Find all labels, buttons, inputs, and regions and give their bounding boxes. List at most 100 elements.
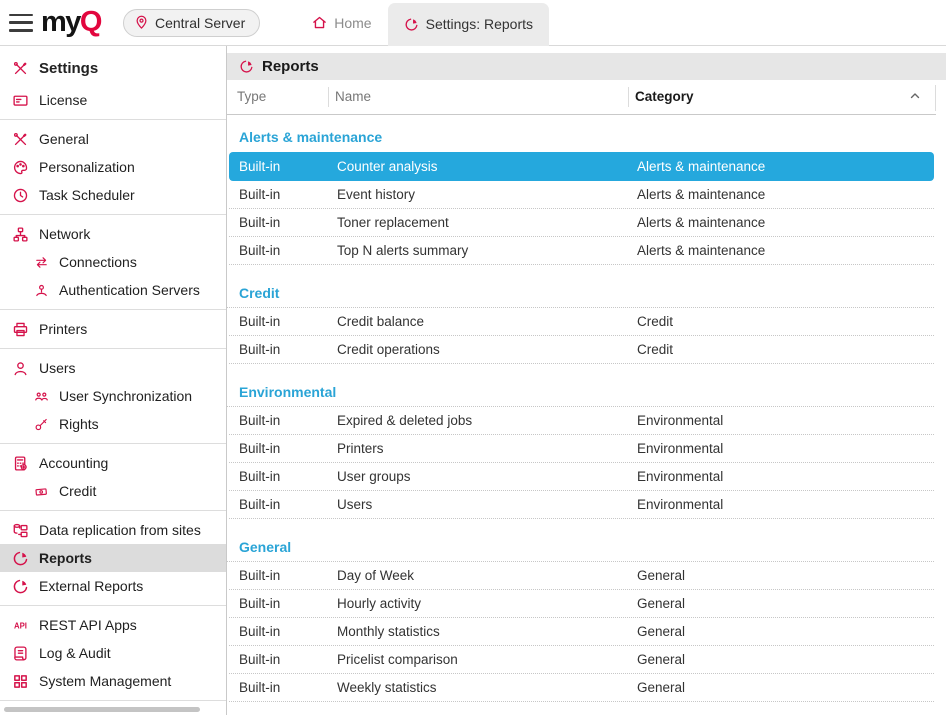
report-row-top-n-alerts-summary[interactable]: Built-in Top N alerts summary Alerts & mai… xyxy=(229,237,934,265)
sidebar-item-label: System Management xyxy=(39,673,172,689)
sidebar-item-connections[interactable]: Connections xyxy=(0,248,226,276)
report-row-user-groups[interactable]: Built-in User groups Environmental xyxy=(229,463,934,491)
sidebar-item-system-management[interactable]: System Management xyxy=(0,667,226,695)
report-row-users[interactable]: Built-in Users Environmental xyxy=(229,491,934,519)
key-icon xyxy=(34,417,49,432)
myq-logo: myQ xyxy=(41,6,102,38)
report-row-printers[interactable]: Built-in Printers Environmental xyxy=(229,435,934,463)
column-header-category[interactable]: Category xyxy=(628,87,936,107)
report-group-credit: Credit Built-in Credit balance Credit Built-… xyxy=(227,285,946,364)
sidebar-item-credit[interactable]: Credit xyxy=(0,477,226,505)
sidebar-item-external-reports[interactable]: External Reports xyxy=(0,572,226,600)
central-server-button[interactable]: Central Server xyxy=(122,8,261,37)
pie-chart-icon xyxy=(239,59,254,74)
report-group-header: Environmental xyxy=(227,384,934,407)
column-header-type[interactable]: Type xyxy=(237,89,267,104)
api-icon: API xyxy=(12,617,29,634)
cell-name: Expired & deleted jobs xyxy=(337,413,473,428)
sidebar-item-label: User Synchronization xyxy=(59,388,193,404)
tab-settings-reports-label: Settings: Reports xyxy=(425,16,533,32)
calculator-icon xyxy=(12,455,29,472)
sidebar-item-printers[interactable]: Printers xyxy=(0,315,226,343)
page-title-band: Reports xyxy=(227,53,946,80)
sidebar-item-rest-api-apps[interactable]: API REST API Apps xyxy=(0,611,226,639)
table-header: Type Name Category xyxy=(227,80,936,115)
report-group-header: Credit xyxy=(227,285,934,308)
cell-type: Built-in xyxy=(239,314,281,329)
cell-type: Built-in xyxy=(239,652,281,667)
sidebar-item-accounting[interactable]: Accounting xyxy=(0,449,226,477)
location-pin-icon xyxy=(134,15,149,30)
cell-category: General xyxy=(637,680,686,695)
cell-name: Pricelist comparison xyxy=(337,652,458,667)
report-row-credit-operations[interactable]: Built-in Credit operations Credit xyxy=(229,336,934,364)
cell-category: Environmental xyxy=(637,441,724,456)
tab-home[interactable]: Home xyxy=(296,0,387,46)
report-group-header: Alerts & maintenance xyxy=(239,129,383,145)
sidebar-item-authentication-servers[interactable]: Authentication Servers xyxy=(0,276,226,304)
report-row-toner-replacement[interactable]: Built-in Toner replacement Alerts & mainte… xyxy=(229,209,934,237)
sidebar-divider xyxy=(0,443,226,444)
report-row-credit-balance[interactable]: Built-in Credit balance Credit xyxy=(229,308,934,336)
top-bar: myQ Central Server Home Settings: Report… xyxy=(0,0,946,46)
sidebar-item-license[interactable]: License xyxy=(0,86,226,114)
report-row-day-of-week[interactable]: Built-in Day of Week General xyxy=(229,562,934,590)
cell-name: Toner replacement xyxy=(337,215,449,230)
report-row-hourly-activity[interactable]: Built-in Hourly activity General xyxy=(229,590,934,618)
sidebar-item-personalization[interactable]: Personalization xyxy=(0,153,226,181)
cell-type: Built-in xyxy=(239,441,281,456)
user-icon xyxy=(12,360,29,377)
sidebar-item-data-replication-from-sites[interactable]: Data replication from sites xyxy=(0,516,226,544)
sidebar-item-general[interactable]: General xyxy=(0,125,226,153)
cell-name: Printers xyxy=(337,441,384,456)
cell-type: Built-in xyxy=(239,413,281,428)
sidebar-divider xyxy=(0,214,226,215)
sidebar-item-label: Log & Audit xyxy=(39,645,111,661)
auth-server-icon xyxy=(34,283,49,298)
hamburger-menu-icon[interactable] xyxy=(9,13,33,32)
sidebar-item-label: General xyxy=(39,131,89,147)
cell-type: Built-in xyxy=(239,243,281,258)
home-icon xyxy=(312,15,327,30)
sidebar-title-label: Settings xyxy=(39,59,99,77)
sidebar-item-reports[interactable]: Reports xyxy=(0,544,226,572)
cell-name: Hourly activity xyxy=(337,596,422,611)
sidebar-item-users[interactable]: Users xyxy=(0,354,226,382)
report-row-counter-analysis[interactable]: Built-in Counter analysis Alerts & mainten… xyxy=(229,152,934,181)
report-row-event-history[interactable]: Built-in Event history Alerts & maintenanc… xyxy=(229,181,934,209)
cell-category: General xyxy=(637,568,686,583)
central-server-label: Central Server xyxy=(154,14,246,31)
svg-text:API: API xyxy=(14,621,27,630)
report-row-pricelist-comparison[interactable]: Built-in Pricelist comparison General xyxy=(229,646,934,674)
cell-type: Built-in xyxy=(239,159,281,174)
sidebar-item-label: Personalization xyxy=(39,159,135,175)
tab-settings-reports[interactable]: Settings: Reports xyxy=(387,2,549,46)
cell-category: Environmental xyxy=(637,413,724,428)
tools-icon xyxy=(12,60,29,77)
sidebar-item-label: Rights xyxy=(59,416,99,432)
sidebar-item-user-synchronization[interactable]: User Synchronization xyxy=(0,382,226,410)
sidebar-item-task-scheduler[interactable]: Task Scheduler xyxy=(0,181,226,209)
cell-type: Built-in xyxy=(239,568,281,583)
sidebar-divider xyxy=(0,510,226,511)
sidebar-horizontal-scrollbar[interactable] xyxy=(4,707,200,712)
report-group-general: General Built-in Day of Week General Built-i… xyxy=(227,539,946,702)
cell-category: Alerts & maintenance xyxy=(637,243,766,258)
data-replication-icon xyxy=(12,522,29,539)
report-row-monthly-statistics[interactable]: Built-in Monthly statistics General xyxy=(229,618,934,646)
cell-name: Users xyxy=(337,497,373,512)
cell-type: Built-in xyxy=(239,680,281,695)
sidebar-item-label: License xyxy=(39,92,88,108)
column-header-name[interactable]: Name xyxy=(328,87,635,107)
cell-name: Credit balance xyxy=(337,314,425,329)
cell-category: General xyxy=(637,624,686,639)
report-row-weekly-statistics[interactable]: Built-in Weekly statistics General xyxy=(229,674,934,702)
pie-chart-icon xyxy=(404,17,419,32)
sidebar-item-network[interactable]: Network xyxy=(0,220,226,248)
sidebar-item-log-audit[interactable]: Log & Audit xyxy=(0,639,226,667)
report-row-expired-deleted-jobs[interactable]: Built-in Expired & deleted jobs Environmen… xyxy=(229,407,934,435)
tools-icon xyxy=(12,131,29,148)
sidebar-item-rights[interactable]: Rights xyxy=(0,410,226,438)
sidebar-item-label: Users xyxy=(39,360,76,376)
report-group-header: General xyxy=(227,539,934,562)
